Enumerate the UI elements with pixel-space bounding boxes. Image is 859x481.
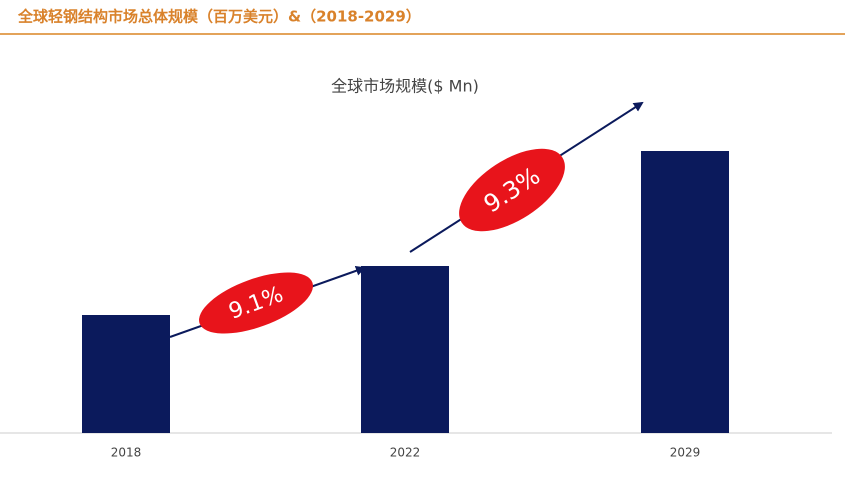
cagr-badge — [459, 148, 565, 232]
chart-title: 全球市场规模($ Mn) — [331, 77, 479, 96]
x-tick-label: 2022 — [390, 446, 421, 460]
bar — [361, 266, 449, 433]
x-tick-label: 2029 — [670, 446, 701, 460]
x-tick-label: 2018 — [111, 446, 142, 460]
page-title: 全球轻钢结构市场总体规模（百万美元）&（2018-2029） — [17, 8, 421, 26]
bar — [641, 151, 729, 433]
bar — [82, 315, 170, 433]
cagr-badge — [199, 272, 313, 334]
